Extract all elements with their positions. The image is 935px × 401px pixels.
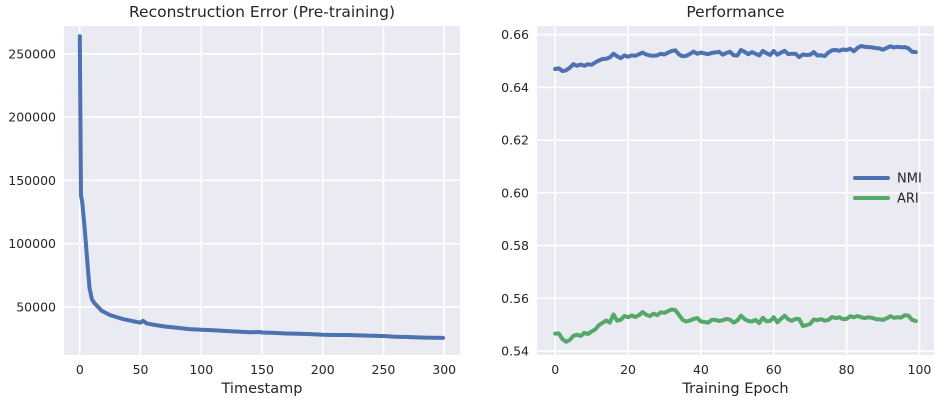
reconstruction-error-line <box>77 34 445 340</box>
reconstruction-error-y-tick-label: 200000 <box>8 110 56 125</box>
performance-y-tick-label: 0.62 <box>501 133 529 148</box>
reconstruction-error-y-tick-label: 100000 <box>8 236 56 251</box>
nmi-line <box>553 44 918 74</box>
legend-label-ari: ARI <box>897 192 919 207</box>
reconstruction-error-x-tick-label: 200 <box>311 362 335 377</box>
reconstruction-error-x-tick-label: 100 <box>189 362 213 377</box>
reconstruction-error-title: Reconstruction Error (Pre-training) <box>129 3 395 21</box>
performance-y-tick-label: 0.66 <box>501 27 529 42</box>
performance-x-tick-label: 80 <box>839 362 855 377</box>
performance-x-tick-label: 20 <box>620 362 636 377</box>
performance-series <box>553 44 918 344</box>
reconstruction-error-tick-labels: 0 50 100 150 200 250 300 50000 100000 150000 20000… <box>8 46 456 377</box>
reconstruction-error-series <box>77 34 445 340</box>
performance-x-tick-label: 0 <box>551 362 559 377</box>
performance-x-tick-label: 60 <box>766 362 782 377</box>
performance-grid <box>537 26 934 355</box>
reconstruction-error-y-tick-label: 50000 <box>16 299 56 314</box>
performance-title: Performance <box>686 3 784 21</box>
reconstruction-error-x-tick-label: 0 <box>76 362 84 377</box>
reconstruction-error-x-axis-label: Timestamp <box>221 381 303 397</box>
performance-plot-area <box>537 26 934 355</box>
performance-y-tick-label: 0.58 <box>501 238 529 253</box>
reconstruction-error-x-tick-label: 300 <box>432 362 456 377</box>
reconstruction-error-y-tick-label: 150000 <box>8 173 56 188</box>
reconstruction-error-x-tick-label: 150 <box>250 362 274 377</box>
performance-legend: NMI ARI <box>853 172 922 207</box>
reconstruction-error-x-tick-label: 250 <box>372 362 396 377</box>
reconstruction-error-y-tick-label: 250000 <box>8 46 56 61</box>
performance-x-axis-label: Training Epoch <box>681 381 788 397</box>
performance-y-tick-label: 0.56 <box>501 291 529 306</box>
performance-tick-labels: 0 20 40 60 80 100 0.54 0.56 0.58 0.60 0.62 0.64 0.66 <box>501 27 931 377</box>
reconstruction-error-x-tick-label: 50 <box>133 362 149 377</box>
performance-x-tick-label: 100 <box>908 362 932 377</box>
performance-x-tick-label: 40 <box>693 362 709 377</box>
reconstruction-error-grid <box>64 26 460 355</box>
performance-chart: 0 20 40 60 80 100 0.54 0.56 0.58 0.60 0.62 0.64 0.66… <box>501 3 934 397</box>
performance-y-tick-label: 0.64 <box>501 80 529 95</box>
reconstruction-error-chart: 0 50 100 150 200 250 300 50000 100000 150000 20000… <box>8 3 460 397</box>
performance-y-tick-label: 0.60 <box>501 185 529 200</box>
performance-y-tick-label: 0.54 <box>501 344 529 359</box>
ari-line <box>553 307 918 344</box>
legend-label-nmi: NMI <box>897 172 922 187</box>
